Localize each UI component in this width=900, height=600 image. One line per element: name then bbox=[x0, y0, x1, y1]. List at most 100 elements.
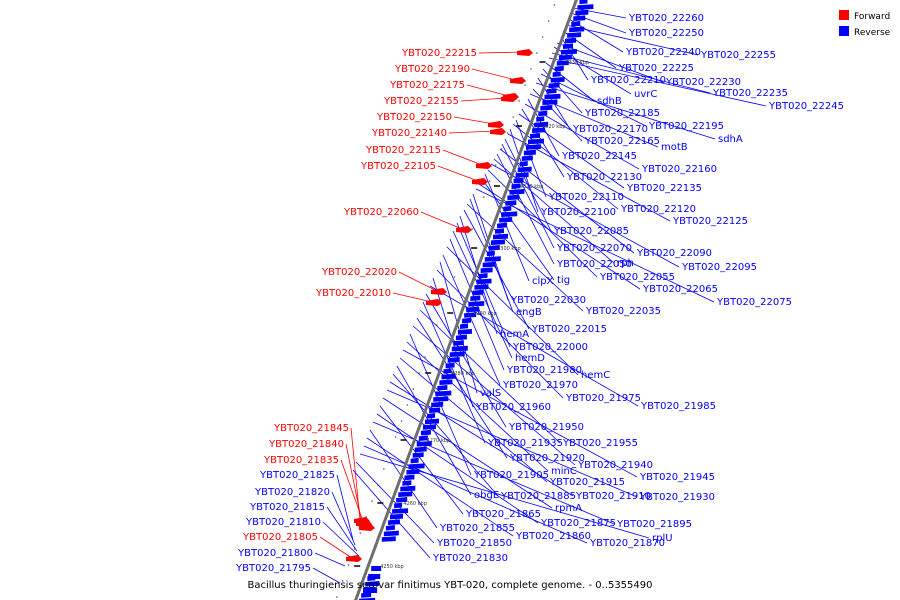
reverse-leader-line bbox=[484, 173, 530, 282]
forward-gene-label: YBT020_22155 bbox=[383, 96, 459, 107]
reverse-gene-block bbox=[534, 121, 549, 128]
reverse-gene-block bbox=[429, 407, 441, 413]
reverse-gene-block bbox=[571, 21, 581, 27]
reverse-leader-line bbox=[406, 341, 549, 472]
reverse-gene-block bbox=[565, 37, 577, 44]
forward-gene-label: YBT020_22190 bbox=[394, 64, 470, 75]
reverse-gene-block bbox=[472, 289, 484, 296]
reverse-gene-label: YBT020_21975 bbox=[565, 393, 641, 404]
reverse-gene-label: YBT020_22225 bbox=[618, 63, 694, 74]
reverse-gene-label: YBT020_22055 bbox=[599, 272, 675, 283]
forward-leader-line bbox=[453, 116, 495, 125]
minor-tick-dot bbox=[506, 132, 509, 134]
reverse-leader-line bbox=[446, 246, 579, 376]
reverse-gene-block bbox=[451, 345, 468, 352]
reverse-leader-line bbox=[432, 277, 474, 408]
reverse-gene-label: YBT020_22255 bbox=[700, 50, 776, 61]
reverse-gene-label: YBT020_22015 bbox=[531, 324, 607, 335]
reverse-gene-block bbox=[363, 588, 378, 593]
reverse-leader-line bbox=[312, 567, 341, 584]
minor-tick-dot bbox=[512, 116, 515, 118]
reverse-gene-block bbox=[361, 592, 372, 598]
reverse-gene-block bbox=[457, 329, 472, 335]
minor-tick-dot bbox=[488, 180, 491, 182]
forward-gene-arrow bbox=[359, 524, 375, 531]
reverse-gene-label: YBT020_21970 bbox=[502, 380, 578, 391]
forward-leader-line bbox=[442, 149, 483, 166]
reverse-leader-line bbox=[369, 429, 438, 529]
reverse-leader-line bbox=[396, 365, 472, 496]
forward-gene-label: YBT020_21805 bbox=[242, 532, 318, 543]
kbp-tick-label: 4310 kbp bbox=[520, 184, 544, 190]
reverse-gene-block bbox=[527, 138, 544, 145]
minor-tick-dot bbox=[483, 196, 485, 198]
reverse-leader-line bbox=[355, 461, 435, 544]
reverse-gene-block bbox=[412, 452, 424, 458]
minor-tick-dot bbox=[412, 388, 415, 390]
minor-tick-dot bbox=[441, 308, 444, 310]
reverse-gene-label: YBT020_21860 bbox=[515, 531, 591, 542]
minor-tick-dot bbox=[518, 100, 520, 102]
reverse-leader-line bbox=[366, 437, 514, 537]
reverse-gene-label: YBT020_21865 bbox=[465, 509, 541, 520]
reverse-gene-block bbox=[402, 480, 412, 486]
reverse-gene-block bbox=[449, 351, 465, 357]
gene-features bbox=[346, 0, 594, 600]
forward-gene-label: YBT020_22020 bbox=[321, 267, 397, 278]
minor-tick-dot bbox=[353, 548, 356, 550]
reverse-gene-label: YBT020_22120 bbox=[620, 204, 696, 215]
reverse-gene-label: YBT020_21825 bbox=[259, 470, 335, 481]
reverse-gene-block bbox=[387, 519, 400, 525]
forward-leader-line bbox=[345, 443, 363, 524]
legend-reverse-label: Reverse bbox=[854, 28, 891, 38]
reverse-leader-line bbox=[363, 445, 588, 544]
reverse-gene-block bbox=[460, 323, 469, 329]
reverse-gene-block bbox=[484, 256, 501, 262]
reverse-gene-label: hemD bbox=[515, 353, 545, 364]
reverse-gene-label: YBT020_22185 bbox=[584, 108, 660, 119]
forward-gene-label: YBT020_21835 bbox=[263, 455, 339, 466]
forward-gene-label: YBT020_22215 bbox=[401, 48, 477, 59]
reverse-leader-line bbox=[372, 421, 615, 525]
reverse-gene-label: YBT020_22065 bbox=[642, 284, 718, 295]
forward-leader-line bbox=[420, 211, 463, 230]
reverse-gene-block bbox=[521, 155, 533, 161]
forward-leader-line bbox=[448, 130, 497, 134]
forward-gene-arrow bbox=[501, 95, 517, 102]
genome-backbone bbox=[354, 0, 578, 600]
reverse-gene-label: obgE bbox=[474, 490, 499, 501]
legend-forward-swatch bbox=[839, 10, 849, 20]
reverse-gene-block bbox=[556, 60, 569, 66]
reverse-gene-block bbox=[546, 88, 557, 94]
reverse-gene-label: YBT020_21980 bbox=[506, 365, 582, 376]
reverse-gene-block bbox=[567, 32, 582, 38]
minor-tick-dot bbox=[371, 500, 373, 502]
minor-tick-dot bbox=[547, 20, 550, 22]
reverse-gene-block bbox=[447, 357, 460, 363]
reverse-gene-label: YBT020_22260 bbox=[628, 13, 704, 24]
reverse-gene-block bbox=[519, 161, 528, 167]
reverse-gene-block bbox=[455, 334, 467, 341]
reverse-gene-block bbox=[381, 536, 396, 542]
minor-tick-dot bbox=[418, 372, 420, 374]
forward-gene-arrow bbox=[490, 128, 506, 135]
reverse-gene-block bbox=[509, 189, 525, 195]
minor-tick-dot bbox=[341, 580, 344, 582]
reverse-gene-block bbox=[530, 133, 541, 139]
reverse-gene-label: YBT020_22230 bbox=[665, 77, 741, 88]
reverse-gene-label: YBT020_22165 bbox=[584, 136, 660, 147]
minor-tick-dot bbox=[541, 36, 544, 38]
forward-gene-label: YBT020_21845 bbox=[273, 423, 349, 434]
reverse-gene-block bbox=[501, 211, 518, 217]
reverse-gene-label: YBT020_21910 bbox=[575, 491, 651, 502]
reverse-gene-block bbox=[525, 144, 541, 150]
minor-tick-dot bbox=[494, 164, 497, 166]
kbp-tick-label: 4290 kbp bbox=[473, 311, 497, 317]
reverse-gene-block bbox=[425, 418, 440, 425]
reverse-gene-block bbox=[394, 502, 403, 509]
minor-tick-dot bbox=[406, 404, 409, 406]
reverse-gene-block bbox=[418, 435, 428, 441]
kbp-tick-marks: 4250 kbp 4260 kbp 4270 kbp 4280 kbp 4290 kbp… bbox=[354, 60, 589, 570]
reverse-gene-label: YBT020_22125 bbox=[672, 216, 748, 227]
reverse-gene-block bbox=[453, 340, 464, 346]
